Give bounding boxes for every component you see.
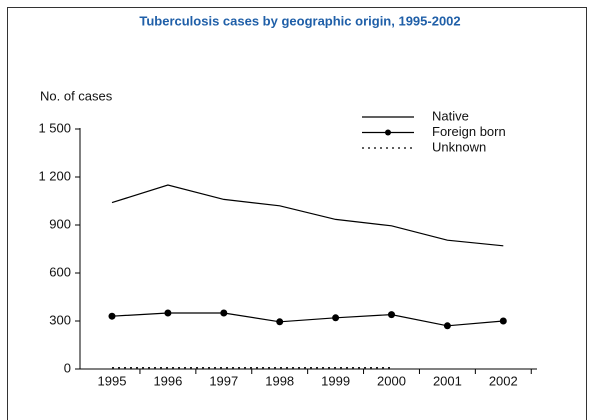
frame — [7, 7, 587, 420]
legend-label: Unknown — [432, 139, 486, 154]
y-axis-label: No. of cases — [40, 88, 113, 103]
x-tick-label: 1996 — [153, 373, 182, 388]
y-tick-label: 1 200 — [38, 168, 71, 183]
chart-title: Tuberculosis cases by geographic origin,… — [139, 13, 460, 28]
series-line — [111, 184, 504, 247]
legend-label: Foreign born — [432, 124, 506, 139]
point — [276, 318, 284, 326]
point — [388, 311, 395, 319]
x-tick-label: 1995 — [98, 373, 127, 388]
x-tick-label: 2002 — [489, 373, 518, 388]
y-tick-label: 0 — [64, 360, 71, 375]
y-tick-label: 900 — [49, 216, 71, 231]
series-line — [111, 312, 504, 327]
point — [499, 317, 507, 325]
point — [164, 309, 172, 317]
x-tick-label: 2001 — [433, 373, 462, 388]
point — [108, 312, 116, 320]
y-tick-label: 600 — [49, 264, 71, 279]
legend-label: Native — [432, 108, 469, 123]
x-tick-label: 2000 — [377, 373, 406, 388]
x-tick-label: 1999 — [321, 373, 350, 388]
point — [443, 322, 451, 330]
x-tick-label: 1998 — [265, 373, 294, 388]
point — [220, 309, 228, 317]
y-tick-label: 300 — [49, 312, 71, 327]
x-tick-label: 1997 — [209, 373, 238, 388]
y-tick-label: 1 500 — [38, 120, 71, 135]
point — [332, 314, 340, 322]
legend-marker — [385, 129, 391, 136]
